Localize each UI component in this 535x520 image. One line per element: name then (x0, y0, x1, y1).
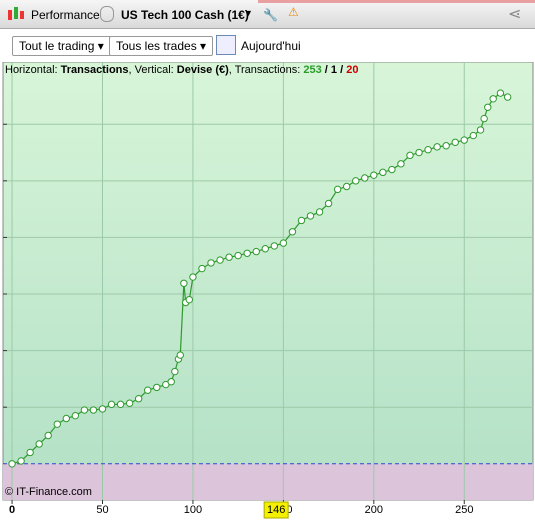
label: , Transactions: (228, 64, 304, 76)
cursor-box (263, 501, 289, 519)
label: Tout le trading (19, 39, 95, 53)
trade-point (62, 414, 71, 423)
label: , Vertical: (128, 64, 177, 76)
trade-point (35, 440, 43, 448)
trade-point (125, 399, 134, 407)
sep: / (321, 64, 331, 76)
instrument[interactable]: US Tech 100 Cash (1€) (121, 8, 249, 22)
trade-point (243, 249, 251, 257)
link-icon[interactable] (100, 6, 114, 22)
loss-zone (3, 463, 533, 500)
wrench[interactable]: 🔧 (263, 8, 278, 22)
trade-point (379, 168, 387, 177)
trade-point (8, 460, 16, 468)
trade-point (180, 279, 188, 287)
trade-point (503, 93, 512, 101)
trade-point (333, 185, 342, 194)
trade-point (288, 228, 297, 236)
trade-point (469, 131, 478, 140)
trade-point (306, 212, 315, 220)
trade-point (144, 386, 152, 394)
trade-point (89, 406, 98, 414)
trades-filter[interactable]: Tous les trades ▾ (109, 36, 214, 56)
x-tick-label: 50 (96, 504, 108, 516)
trade-point (489, 95, 497, 103)
trade-point (225, 253, 233, 261)
trade-point (198, 264, 206, 273)
trade-point (496, 89, 505, 97)
even: 1 (330, 64, 338, 76)
share[interactable]: ⋖ (508, 6, 522, 23)
trade-point (98, 405, 107, 413)
trade-point (460, 136, 468, 144)
trade-point (270, 242, 279, 250)
trade-point (370, 171, 378, 179)
trade-point (342, 182, 351, 191)
x-tick-label: 0 (9, 504, 15, 516)
trade-point (17, 457, 25, 465)
trade-point (153, 383, 161, 392)
trade-point (406, 151, 414, 160)
toolbar: Performance US Tech 100 Cash (1€) ▼ 🔧 ⚠ … (0, 0, 535, 29)
trade-point (116, 400, 125, 409)
trade-point (352, 177, 360, 185)
trade-point (189, 273, 197, 281)
trade-point (107, 400, 116, 409)
trade-point (44, 431, 52, 440)
trade-point (53, 420, 61, 428)
value: Transactions (60, 64, 129, 76)
trade-point (297, 216, 306, 225)
trade-point (424, 146, 432, 154)
chart-icon (8, 7, 24, 20)
cursor-label: 146 (267, 504, 285, 516)
header: Horizontal: Transactions, Vertical: Devi… (5, 64, 358, 76)
trade-point (185, 295, 194, 304)
label: Tous les trades (116, 39, 197, 53)
trade-point (433, 143, 441, 151)
trade-point (207, 259, 215, 267)
trade-point (176, 351, 184, 359)
x-tick-label: 100 (184, 504, 202, 516)
trade-point (315, 208, 324, 216)
caret[interactable]: ▼ (244, 8, 253, 18)
trade-point (480, 114, 488, 123)
losses: 20 (346, 64, 359, 76)
x-tick-label: 250 (455, 504, 473, 516)
trade-point (324, 199, 333, 208)
trade-point (216, 256, 224, 264)
trade-point (415, 148, 423, 157)
trade-point (261, 245, 269, 253)
trade-point (476, 126, 485, 134)
trade-point (167, 378, 175, 386)
trading-filter[interactable]: Tout le trading ▾ (12, 36, 111, 56)
trade-point (252, 247, 260, 256)
trade-point (388, 165, 396, 174)
trade-point (451, 138, 459, 147)
trade-point (71, 411, 80, 420)
trade-point (484, 103, 492, 111)
trade-point (134, 395, 143, 403)
label: Horizontal: (5, 64, 61, 76)
trade-point (26, 448, 34, 457)
plot-area (2, 62, 534, 501)
value: Devise (€) (176, 64, 229, 76)
trade-point (397, 160, 405, 168)
tab[interactable]: Performance (31, 8, 100, 22)
watermark: © IT-Finance.com (5, 486, 92, 498)
trade-point (442, 142, 450, 150)
stripe (258, 0, 535, 3)
wins: 253 (303, 64, 322, 76)
trade-point (361, 174, 369, 182)
chart: © IT-Finance.com 050100150200250146 (2, 62, 534, 519)
trade-point (279, 239, 288, 247)
date[interactable]: Aujourd'hui (241, 39, 301, 53)
trade-point (171, 367, 179, 376)
sep: / (337, 64, 347, 76)
x-tick-label: 200 (365, 504, 383, 516)
calendar-icon[interactable] (216, 35, 236, 55)
trade-point (80, 406, 89, 414)
trade-point (234, 251, 242, 260)
warning[interactable]: ⚠ (288, 5, 299, 19)
